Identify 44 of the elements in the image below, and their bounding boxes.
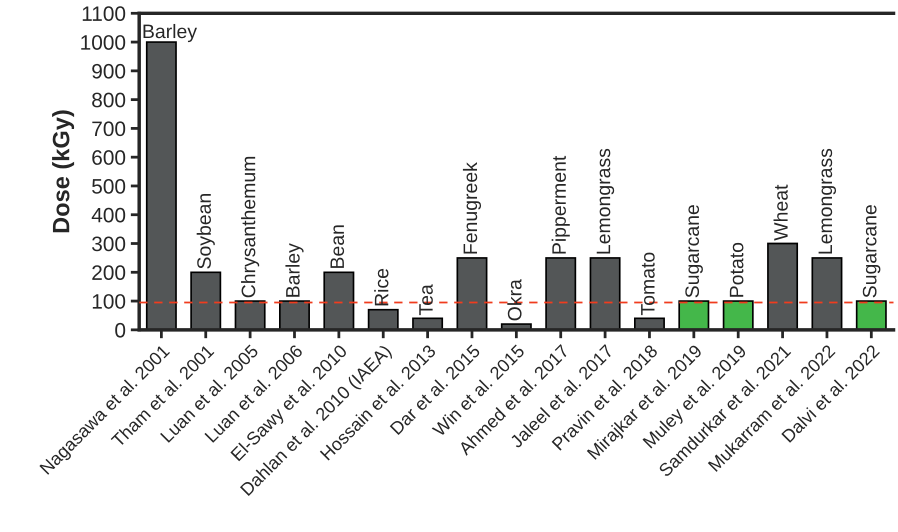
- annotation: Soybean: [196, 194, 215, 269]
- bar: [856, 300, 887, 330]
- annotation: Barley: [285, 243, 304, 297]
- bar: [279, 300, 310, 330]
- bar: [590, 257, 621, 330]
- y-axis-title: Dose (kGy): [52, 110, 74, 232]
- annotation: Sugarcane: [685, 205, 703, 298]
- bar: [146, 41, 177, 330]
- annotation: Potato: [730, 242, 744, 297]
- annotation: Lemongrass: [596, 148, 614, 254]
- y-tick-label: 500: [92, 178, 126, 194]
- annotation: Pipperment: [552, 156, 570, 254]
- bar: [234, 300, 266, 330]
- y-tick-label: 900: [92, 64, 126, 79]
- annotation: Lemongrass: [818, 148, 836, 254]
- y-tick-label: 800: [92, 92, 126, 108]
- bar: [456, 257, 488, 330]
- bar: [722, 300, 754, 330]
- bar: [545, 257, 576, 330]
- y-tick-label: 600: [92, 150, 126, 165]
- annotation: Wheat: [774, 184, 788, 241]
- y-tick-label: 0: [115, 322, 126, 338]
- bar: [368, 308, 399, 330]
- annotation: Tomato: [641, 252, 655, 316]
- bar: [190, 271, 222, 330]
- annotation: Tea: [419, 284, 433, 316]
- annotation: Bean: [330, 225, 344, 268]
- y-tick-label: 700: [92, 121, 126, 136]
- annotation: Sugarcane: [862, 205, 880, 298]
- bar: [767, 242, 798, 330]
- annotation: Okra: [507, 279, 522, 320]
- bar: [678, 300, 710, 330]
- y-tick-label: 100: [92, 294, 126, 309]
- bar: [323, 271, 354, 330]
- y-tick-label: 200: [92, 265, 126, 280]
- y-tick-label: 400: [92, 208, 126, 222]
- y-tick-label: 300: [92, 236, 126, 252]
- annotation: Barley: [144, 24, 198, 42]
- bar: [811, 257, 842, 330]
- annotation: Fenugreek: [462, 162, 482, 254]
- y-tick-label: 1100: [82, 6, 126, 22]
- annotation: Rice: [374, 268, 388, 306]
- annotation: Chrysanthemum: [241, 156, 260, 298]
- y-tick-label: 1000: [81, 35, 126, 50]
